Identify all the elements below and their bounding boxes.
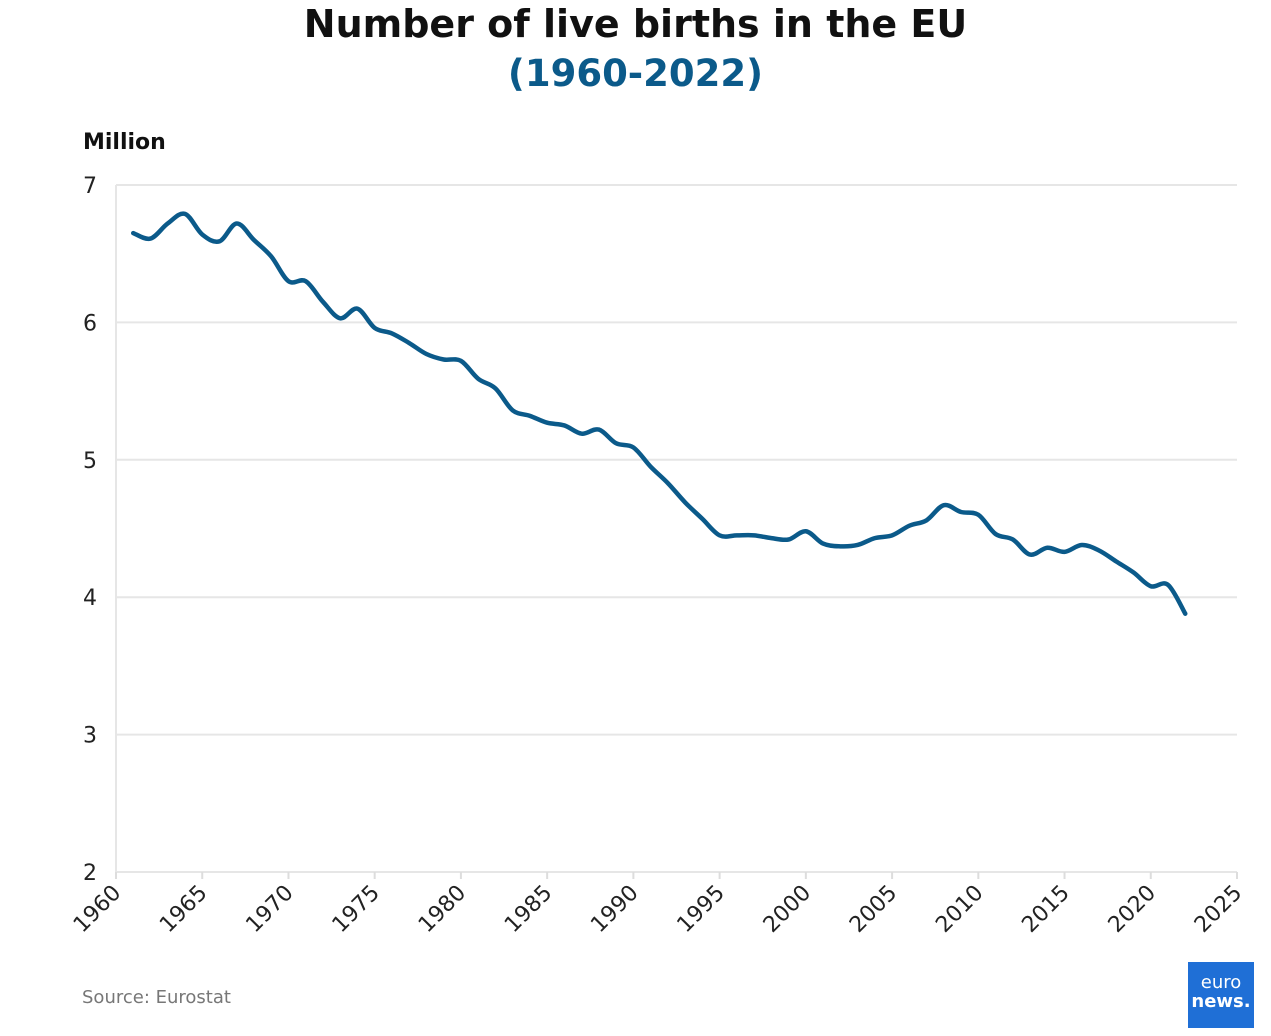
data-point-1987	[580, 432, 584, 436]
x-tick-label: 1990	[586, 881, 643, 938]
data-point-1970	[286, 279, 290, 283]
data-point-1964	[183, 212, 187, 216]
data-point-2013	[1028, 553, 1032, 557]
y-tick-label: 2	[83, 861, 97, 886]
axes	[115, 185, 1238, 879]
logo-text-euro: euro	[1200, 972, 1242, 993]
data-point-1971	[304, 279, 308, 283]
data-point-2011	[994, 532, 998, 536]
x-tick-label: 1970	[241, 881, 298, 938]
data-point-2017	[1097, 548, 1101, 552]
x-tick-label: 1985	[500, 881, 557, 938]
x-tick-label: 1960	[69, 881, 126, 938]
data-point-1984	[528, 414, 532, 418]
data-point-2012	[1011, 537, 1015, 541]
data-point-2014	[1045, 546, 1049, 550]
y-tick-labels: 2 3 4 5 6 7	[83, 174, 97, 886]
data-point-1995	[718, 533, 722, 537]
data-point-2016	[1080, 543, 1084, 547]
data-point-1997	[752, 533, 756, 537]
x-tick-label: 2010	[931, 881, 988, 938]
data-point-2000	[804, 529, 808, 533]
x-tick-label: 1980	[414, 881, 471, 938]
data-point-1992	[666, 481, 670, 485]
data-point-2009	[959, 510, 963, 514]
chart-title: Number of live births in the EU	[303, 2, 968, 46]
data-point-2006	[907, 524, 911, 528]
y-tick-label: 4	[83, 586, 97, 611]
data-point-2001	[821, 542, 825, 546]
y-tick-label: 6	[83, 311, 97, 336]
data-point-1986	[562, 423, 566, 427]
data-point-2019	[1132, 570, 1136, 574]
data-point-1983	[511, 408, 515, 412]
data-point-2021	[1166, 583, 1170, 587]
x-tick-label: 1995	[673, 881, 730, 938]
series-line-live-births	[131, 211, 1188, 616]
data-point-1990	[631, 445, 635, 449]
series-layer	[131, 211, 1188, 616]
x-tick-label: 2020	[1104, 881, 1161, 938]
data-point-2003	[856, 543, 860, 547]
data-point-1991	[649, 465, 653, 469]
y-tick-label: 3	[83, 724, 97, 749]
data-point-1981	[476, 377, 480, 381]
data-point-1965	[200, 232, 204, 236]
data-point-1972	[321, 300, 325, 304]
line-chart: 2 3 4 5 6 7 1960 1965 1970 1975 1980 1985 1990 1995 2…	[69, 174, 1247, 938]
x-tick-label: 2000	[759, 881, 816, 938]
x-tick-label: 2005	[845, 881, 902, 938]
data-point-1985	[545, 421, 549, 425]
data-point-1980	[459, 359, 463, 363]
data-point-1999	[787, 537, 791, 541]
x-tick-label: 1965	[155, 881, 212, 938]
data-point-1988	[597, 428, 601, 432]
y-tick-label: 7	[83, 174, 97, 199]
data-point-2020	[1149, 584, 1153, 588]
data-point-2015	[1063, 550, 1067, 554]
source-note: Source: Eurostat	[82, 987, 231, 1008]
grid-lines	[116, 184, 1237, 736]
data-point-1962	[148, 237, 152, 241]
data-point-2005	[890, 533, 894, 537]
data-point-1967	[235, 221, 239, 225]
data-point-1989	[614, 441, 618, 445]
chart-subtitle: (1960-2022)	[507, 52, 764, 95]
logo-text-news: news.	[1191, 991, 1251, 1012]
data-point-1994	[700, 517, 704, 521]
data-point-2010	[976, 513, 980, 517]
data-point-1982	[493, 386, 497, 390]
data-point-2004	[873, 536, 877, 540]
data-point-1996	[735, 533, 739, 537]
data-point-1975	[373, 326, 377, 330]
x-tick-label: 1975	[328, 881, 385, 938]
data-point-2007	[925, 518, 929, 522]
data-point-2008	[942, 503, 946, 507]
data-point-1979	[442, 357, 446, 361]
data-point-2018	[1114, 559, 1118, 563]
euronews-logo: euro news.	[1188, 962, 1254, 1028]
data-point-2002	[838, 544, 842, 548]
x-tick-label: 2025	[1190, 881, 1247, 938]
y-tick-label: 5	[83, 449, 97, 474]
x-tick-labels: 1960 1965 1970 1975 1980 1985 1990 1995 2000 2005…	[69, 881, 1247, 938]
x-tick-label: 2015	[1018, 881, 1075, 938]
data-point-1968	[252, 238, 256, 242]
data-point-1966	[217, 239, 221, 243]
data-point-1969	[269, 254, 273, 258]
data-point-1963	[166, 221, 170, 225]
data-point-1973	[338, 316, 342, 320]
data-point-1961	[131, 231, 135, 235]
data-point-2022	[1183, 612, 1187, 616]
data-point-1998	[769, 536, 773, 540]
data-point-1993	[683, 500, 687, 504]
y-axis-unit-label: Million	[83, 130, 166, 155]
data-point-1978	[424, 352, 428, 356]
data-point-1976	[390, 331, 394, 335]
data-point-1977	[407, 341, 411, 345]
data-point-1974	[355, 307, 359, 311]
